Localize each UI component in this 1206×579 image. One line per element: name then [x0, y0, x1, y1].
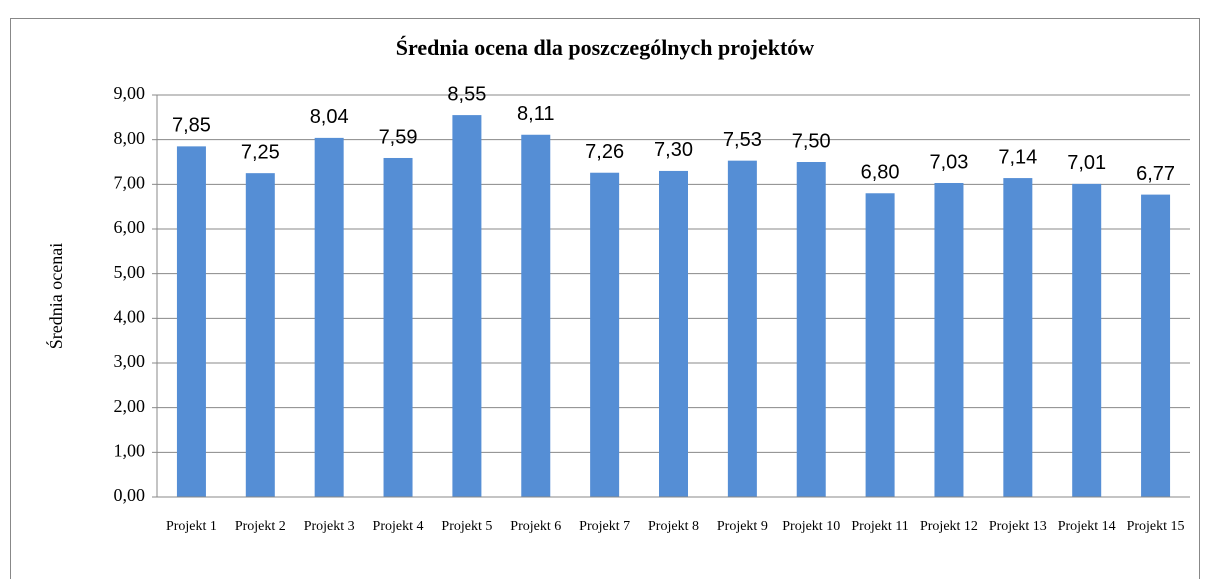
y-tick-label: 4,00 — [114, 306, 146, 326]
bar — [383, 157, 413, 498]
y-tick-label: 3,00 — [114, 351, 146, 371]
value-label: 7,53 — [723, 129, 762, 151]
value-label: 7,85 — [172, 115, 211, 137]
bar — [865, 193, 895, 497]
y-tick-label: 5,00 — [114, 262, 146, 282]
y-tick-label: 7,00 — [114, 172, 146, 192]
x-tick-label: Projekt 8 — [648, 519, 699, 534]
bar — [934, 182, 964, 497]
bar — [245, 173, 275, 497]
value-label: 7,01 — [1067, 152, 1106, 174]
value-label: 7,25 — [241, 141, 280, 163]
bar — [1003, 178, 1033, 497]
value-label: 8,11 — [517, 103, 554, 125]
x-tick-label: Projekt 1 — [166, 519, 217, 534]
value-label: 7,50 — [792, 130, 831, 152]
value-label: 8,04 — [310, 106, 349, 128]
bar — [659, 170, 688, 497]
y-tick-label: 8,00 — [114, 128, 146, 148]
x-tick-label: Projekt 10 — [782, 519, 840, 534]
chart-title: Średnia ocena dla poszczególnych projekt… — [396, 35, 815, 60]
bar — [727, 160, 757, 497]
y-tick-label: 0,00 — [114, 485, 146, 505]
value-label: 8,55 — [447, 83, 486, 105]
x-tick-label: Projekt 12 — [920, 519, 978, 534]
bar — [590, 172, 620, 497]
x-tick-label: Projekt 2 — [235, 519, 286, 534]
value-label: 7,30 — [654, 139, 693, 161]
x-tick-label: Projekt 4 — [373, 519, 424, 534]
value-label: 7,26 — [585, 141, 624, 163]
y-tick-label: 2,00 — [114, 396, 146, 416]
y-tick-label: 6,00 — [114, 217, 146, 237]
bar — [521, 134, 551, 497]
value-label: 7,59 — [379, 126, 418, 148]
bar — [176, 146, 206, 497]
value-label: 7,14 — [998, 146, 1037, 168]
x-tick-label: Projekt 15 — [1127, 519, 1185, 534]
bar — [1141, 194, 1171, 497]
x-tick-label: Projekt 3 — [304, 519, 355, 534]
x-tick-label: Projekt 11 — [851, 519, 908, 534]
bar — [796, 162, 826, 497]
value-label: 6,80 — [861, 162, 900, 184]
bar — [1072, 183, 1102, 498]
y-tick-label: 1,00 — [114, 440, 146, 460]
value-label: 6,77 — [1136, 163, 1175, 185]
bar — [452, 115, 482, 497]
x-tick-label: Projekt 14 — [1058, 519, 1116, 534]
x-tick-label: Projekt 9 — [717, 519, 768, 534]
x-tick-label: Projekt 7 — [579, 519, 630, 534]
x-tick-label: Projekt 6 — [510, 519, 561, 534]
bar — [314, 137, 344, 497]
x-tick-label: Projekt 5 — [441, 519, 492, 534]
x-tick-label: Projekt 13 — [989, 519, 1047, 534]
y-axis-label: Średnia ocenai — [45, 243, 66, 349]
value-label: 7,03 — [929, 151, 968, 173]
y-tick-label: 9,00 — [114, 83, 146, 103]
